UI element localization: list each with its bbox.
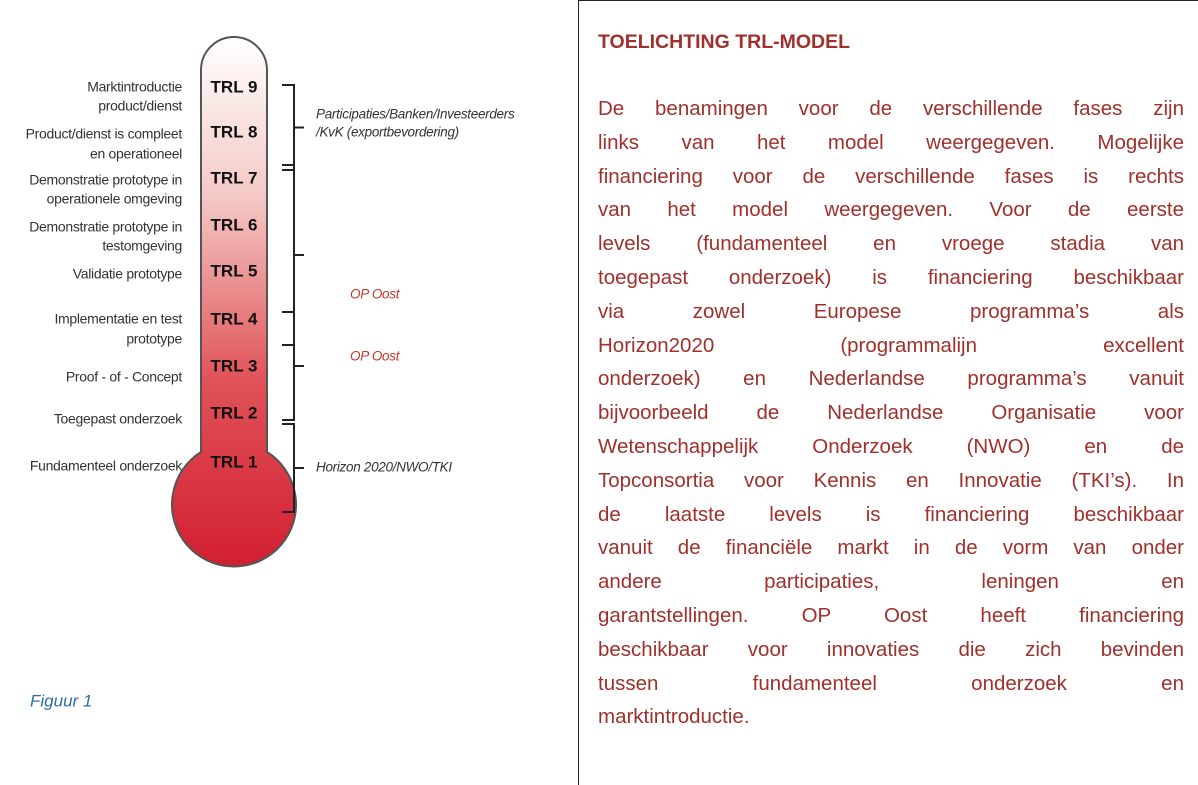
- funding-label: /KvK (exportbevordering): [315, 125, 459, 140]
- phase-label: Demonstratie prototype in: [29, 172, 182, 188]
- phase-label: Validatie prototype: [73, 266, 183, 282]
- trl-label: TRL 6: [211, 215, 258, 234]
- trl-label: TRL 4: [211, 309, 258, 328]
- funding-label: OP Oost: [350, 349, 401, 364]
- text-line: via zowel Europese programma’s als: [598, 299, 1184, 323]
- text-line: de laatste levels is financiering beschi…: [598, 502, 1184, 526]
- trl-label: TRL 8: [211, 122, 258, 141]
- caption: Figuur 1: [30, 691, 92, 710]
- phase-label: Implementatie en test: [54, 311, 182, 327]
- phase-label: operationele omgeving: [47, 191, 182, 207]
- funding-label: Participaties/Banken/Investeerders: [316, 107, 515, 122]
- phase-label: prototype: [126, 331, 182, 347]
- text-line: links van het model weergegeven. Mogelij…: [598, 130, 1184, 154]
- funding-label: Horizon 2020/NWO/TKI: [316, 460, 452, 475]
- trl-label: TRL 3: [211, 356, 258, 375]
- text-line: Horizon2020 (programmalijn excellent: [598, 333, 1184, 357]
- phase-label: Fundamenteel onderzoek: [30, 458, 183, 474]
- text-line: Wetenschappelijk Onderzoek (NWO) en de: [598, 434, 1184, 458]
- text-line: beschikbaar voor innovaties die zich bev…: [598, 637, 1184, 661]
- text-line: garantstellingen. OP Oost heeft financie…: [598, 603, 1184, 627]
- explanation-title: TOELICHTING TRL-MODEL: [598, 31, 851, 53]
- phase-label: en operationeel: [90, 146, 182, 162]
- text-line: Topconsortia voor Kennis en Innovatie (T…: [598, 468, 1184, 492]
- explanation-box: TOELICHTING TRL-MODEL De benamingen voor…: [578, 0, 1198, 785]
- trl-label: TRL 2: [211, 403, 258, 422]
- text-line: marktintroductie.: [598, 705, 750, 729]
- text-line: bijvoorbeeld de Nederlandse Organisatie …: [598, 401, 1184, 425]
- text-line: andere participaties, leningen en: [598, 570, 1184, 594]
- phase-label: testomgeving: [102, 238, 182, 254]
- trl-label: TRL 1: [211, 452, 258, 471]
- trl-figure: Figuur 1 TRL 9 Marktintroductie product/di…: [26, 36, 515, 710]
- phase-label: Demonstratie prototype in: [29, 219, 182, 235]
- text-line: levels (fundamenteel en vroege stadia va…: [598, 232, 1184, 256]
- bracket: [282, 311, 304, 421]
- text-line: financiering voor de verschillende fases…: [598, 164, 1184, 188]
- trl-label: TRL 9: [211, 77, 258, 96]
- phase-label: Proof - of - Concept: [66, 369, 183, 385]
- text-line: toegepast onderzoek) is financiering bes…: [598, 265, 1184, 289]
- text-line: De benamingen voor de verschillende fase…: [598, 97, 1184, 120]
- bracket: [282, 423, 304, 513]
- bracket: [282, 84, 304, 171]
- phase-label: Product/dienst is compleet: [26, 126, 183, 142]
- thermometer: [171, 36, 297, 568]
- trl-label: TRL 5: [211, 261, 258, 280]
- text-line: tussen fundamenteel onderzoek en: [598, 671, 1184, 695]
- phase-label: product/dienst: [98, 98, 182, 114]
- text-line: onderzoek) en Nederlandse programma’s va…: [598, 367, 1184, 391]
- bracket: [282, 164, 304, 346]
- trl-label: TRL 7: [211, 168, 258, 187]
- phase-label: Toegepast onderzoek: [54, 411, 183, 427]
- text-line: van het model weergegeven. Voor de eerst…: [598, 198, 1184, 222]
- explanation-text: De benamingen voor de verschillende fase…: [598, 92, 1184, 734]
- phase-label: Marktintroductie: [87, 79, 182, 95]
- text-line: vanuit de financiële markt in de vorm va…: [598, 536, 1184, 560]
- funding-label: OP Oost: [350, 287, 401, 302]
